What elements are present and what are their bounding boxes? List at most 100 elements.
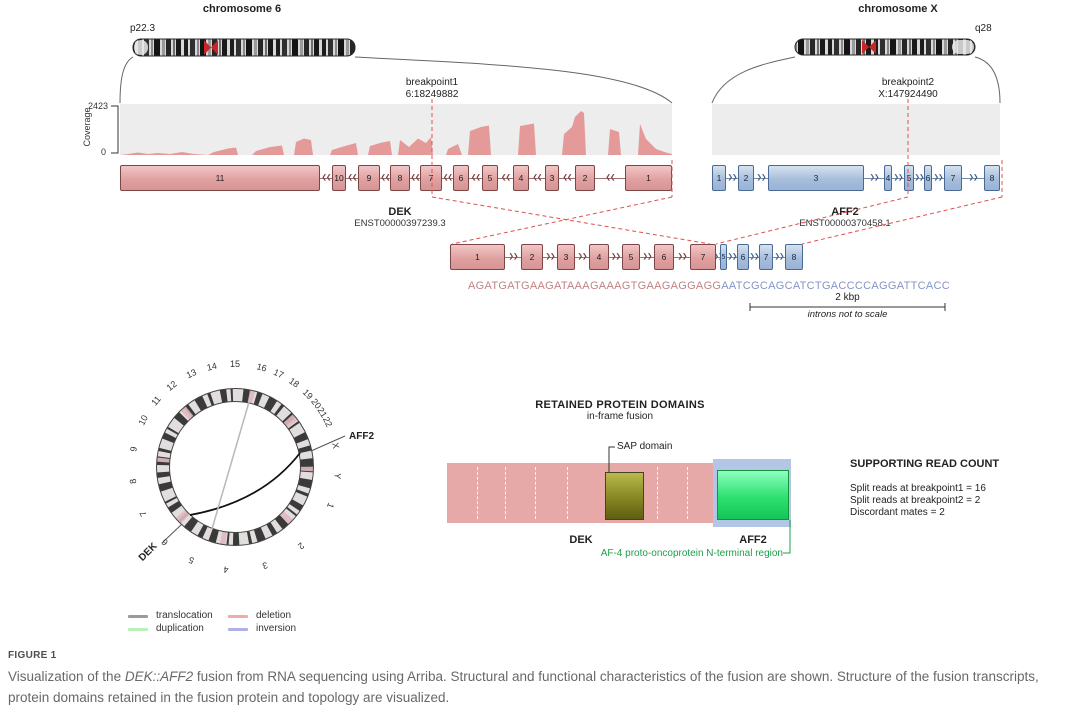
aff2-exon: 3 (768, 165, 864, 191)
legend-label-duplication: duplication (156, 623, 204, 634)
sap-domain-label: SAP domain (617, 441, 673, 452)
intron-arrows (892, 165, 904, 191)
dek-transcript-id: ENST00000397239.3 (354, 218, 446, 229)
figure-tag: FIGURE 1 (8, 650, 57, 661)
dek-protein-bar (447, 463, 713, 523)
coverage-max-tick: 2423 (87, 101, 108, 111)
intron-arrows (575, 244, 589, 270)
intron-arrows (410, 165, 420, 191)
dek-exon: 2 (575, 165, 595, 191)
intron-arrows (380, 165, 390, 191)
intron-arrows (498, 165, 513, 191)
legend-label-translocation: translocation (156, 610, 213, 621)
aff2-exon: 7 (944, 165, 962, 191)
dek-exon: 7 (420, 165, 442, 191)
intron-arrows (962, 165, 984, 191)
aff2-exon: 4 (884, 165, 892, 191)
breakpoint2-name: breakpoint2 (881, 77, 935, 88)
breakpoint1-name: breakpoint1 (405, 77, 459, 88)
chrX-band-label: q28 (975, 23, 992, 34)
aff2-exon: 8 (984, 165, 1000, 191)
intron-arrows (543, 244, 557, 270)
fusion-aff2-exon: 5 (720, 244, 727, 270)
caption-gene-italic: DEK::AFF2 (124, 669, 194, 684)
coverage-axis-label: Coverage (82, 107, 92, 147)
legend-label-deletion: deletion (256, 610, 292, 621)
reads-line: Discordant mates = 2 (850, 507, 945, 518)
intron-arrows (559, 165, 575, 191)
fusion-dek-exon: 1 (450, 244, 505, 270)
legend-swatch-deletion (228, 615, 248, 618)
chromosome6-title: chromosome 6 (202, 3, 282, 15)
dek-exon: 4 (513, 165, 529, 191)
fusion-sequence: AGATGATGAAGATAAAGAAAGTGAAGAGGAGGAATCGCAG… (468, 280, 950, 292)
figure-caption: Visualization of the DEK::AFF2 fusion fr… (8, 666, 1072, 708)
intron-arrows (505, 244, 521, 270)
breakpoint2-label: breakpoint2 X:147924490 (848, 77, 968, 101)
intron-arrows (749, 244, 759, 270)
fusion-sequence-dek: AGATGATGAAGATAAAGAAAGTGAAGAGGAGG (468, 280, 722, 292)
aff2-exon: 6 (924, 165, 932, 191)
legend-swatch-inversion (228, 628, 248, 631)
intron-arrows (716, 244, 720, 270)
fusion-dek-exon: 7 (690, 244, 716, 270)
af4-region-label: AF-4 proto-oncoprotein N-terminal region (600, 548, 783, 559)
aff2-exon: 5 (904, 165, 914, 191)
dek-exon: 5 (482, 165, 498, 191)
intron-arrows (864, 165, 884, 191)
intron-arrows (595, 165, 625, 191)
af4-domain-box (717, 470, 789, 520)
fusion-dek-exon: 2 (521, 244, 543, 270)
domain-aff2-label: AFF2 (739, 534, 767, 546)
dek-exon: 8 (390, 165, 410, 191)
dek-exon: 1 (625, 165, 672, 191)
intron-arrows (726, 165, 738, 191)
intron-arrows (754, 165, 768, 191)
dek-transcript-row: 11 10 9 8 7 6 5 4 3 2 1 (120, 164, 672, 192)
reads-line: Split reads at breakpoint2 = 2 (850, 495, 981, 506)
fusion-aff2-exon: 8 (785, 244, 803, 270)
caption-post: fusion from RNA sequencing using Arriba.… (8, 669, 1039, 705)
domain-dek-label: DEK (569, 534, 593, 546)
intron-arrows (727, 244, 737, 270)
intron-arrows (773, 244, 785, 270)
dek-exon: 9 (358, 165, 380, 191)
chromosomeX-title: chromosome X (858, 3, 938, 15)
intron-arrows (442, 165, 453, 191)
fusion-dek-exon: 3 (557, 244, 575, 270)
fusion-sequence-aff2: AATCGCAGCATCTGACCCCAGGATTCACC (721, 280, 950, 292)
aff2-transcript-row: 1 2 3 4 5 6 7 8 (712, 164, 1000, 192)
intron-arrows (320, 165, 332, 191)
aff2-transcript-id: ENST00000370458.1 (799, 218, 891, 229)
scale-bar-label: 2 kbp (835, 292, 860, 303)
aff2-gene-name: AFF2 (831, 206, 859, 218)
intron-arrows (529, 165, 545, 191)
legend-swatch-duplication (128, 628, 148, 631)
intron-arrows (674, 244, 690, 270)
breakpoint2-locus: X:147924490 (878, 89, 938, 100)
aff2-exon: 1 (712, 165, 726, 191)
fusion-dek-exon: 4 (589, 244, 609, 270)
aff2-gene-label: AFF2 ENST00000370458.1 (775, 206, 915, 229)
scale-bar-note: introns not to scale (807, 309, 888, 320)
aff2-exon: 2 (738, 165, 754, 191)
legend-swatch-translocation (128, 615, 148, 618)
dek-exon: 11 (120, 165, 320, 191)
dek-exon: 3 (545, 165, 559, 191)
domains-title: RETAINED PROTEIN DOMAINS (535, 399, 705, 411)
dek-gene-label: DEK ENST00000397239.3 (330, 206, 470, 229)
chr6-band-label: p22.3 (130, 23, 156, 34)
breakpoint1-label: breakpoint1 6:18249882 (372, 77, 492, 101)
fusion-aff2-exon: 7 (759, 244, 773, 270)
fusion-dek-exon: 5 (622, 244, 640, 270)
caption-pre: Visualization of the (8, 669, 125, 684)
reads-line: Split reads at breakpoint1 = 16 (850, 483, 986, 494)
dek-exon: 6 (453, 165, 469, 191)
legend-label-inversion: inversion (256, 623, 297, 634)
fusion-aff2-exon: 6 (737, 244, 749, 270)
reads-title: SUPPORTING READ COUNT (850, 458, 1000, 470)
breakpoint1-locus: 6:18249882 (405, 89, 459, 100)
fusion-transcript-row: 1 2 3 4 5 6 7 5 6 7 8 (450, 243, 803, 271)
intron-arrows (609, 244, 622, 270)
